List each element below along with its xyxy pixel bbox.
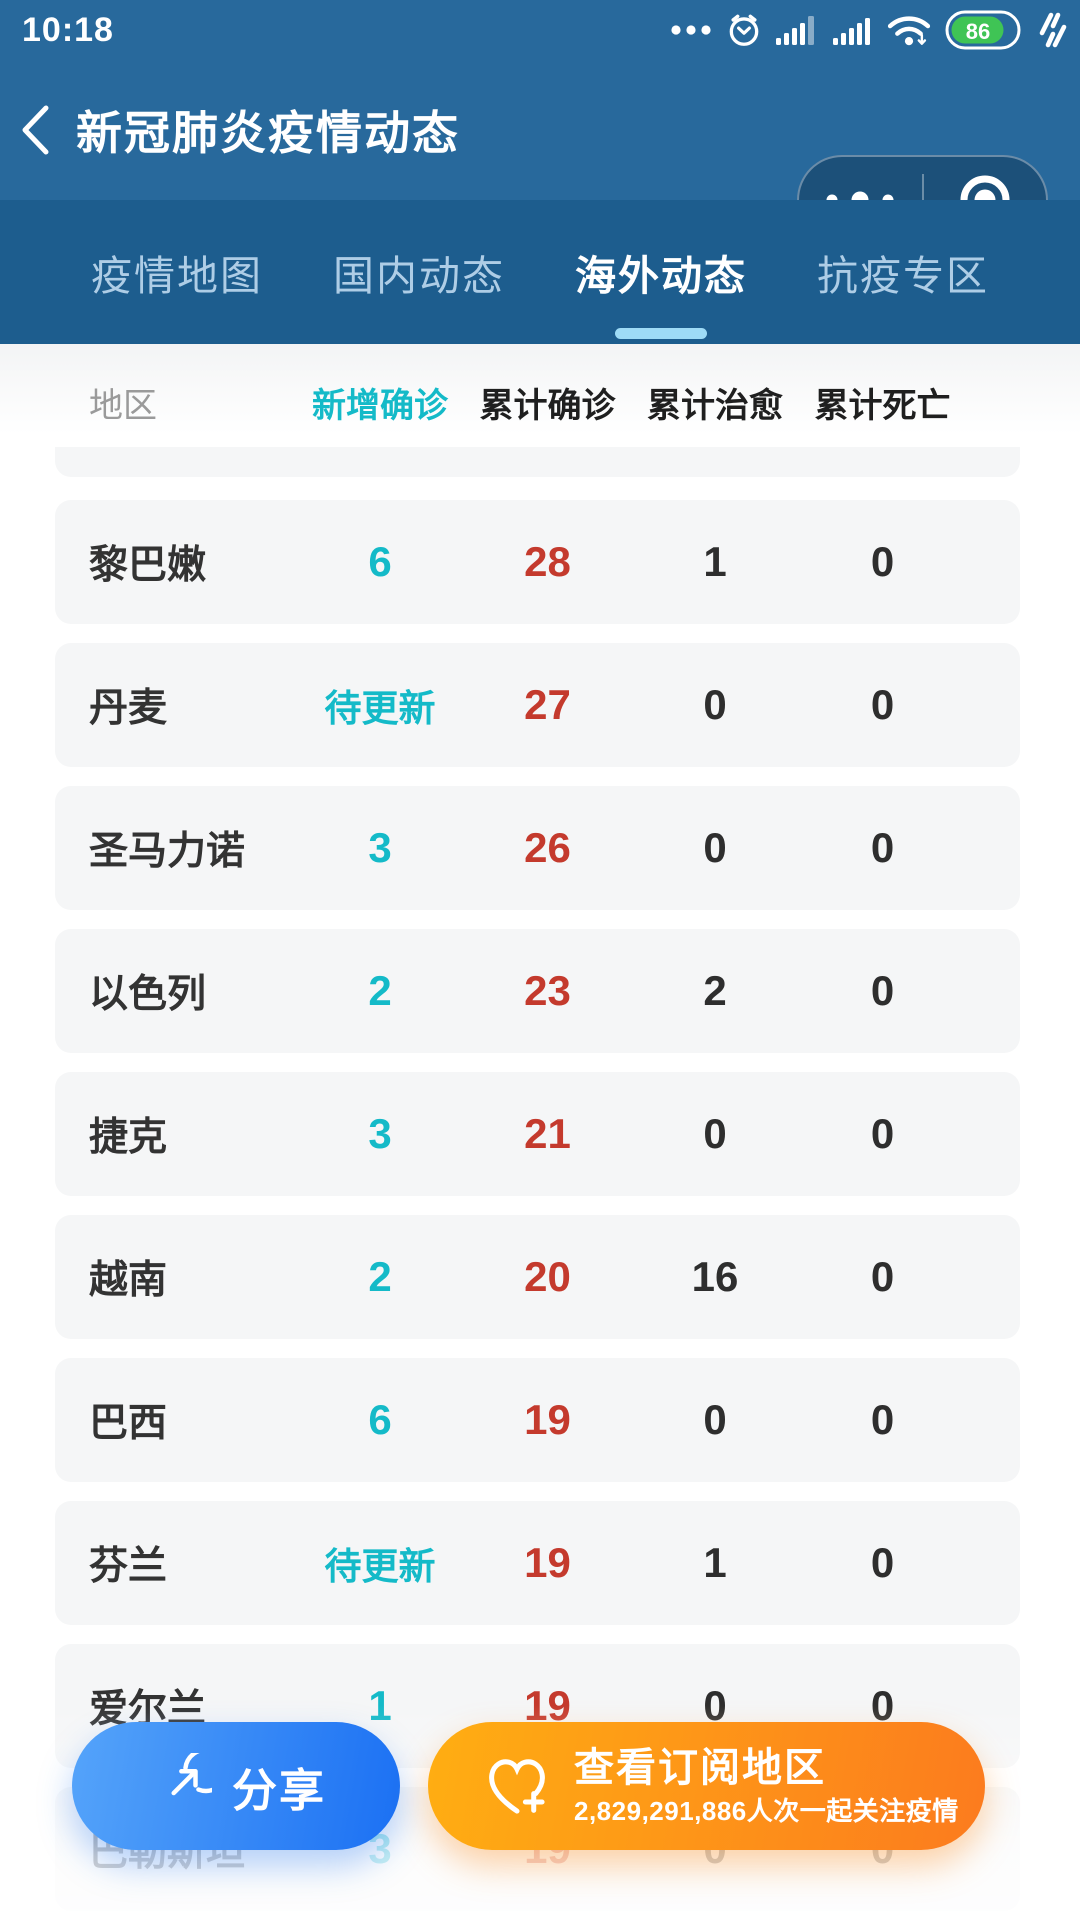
cell-total-deaths: 0 <box>870 1396 895 1443</box>
cell-total-cured: 1 <box>703 538 727 585</box>
nav-bar: 新冠肺炎疫情动态 <box>0 60 1080 245</box>
cell-total-cured: 0 <box>703 1110 727 1157</box>
table-row[interactable]: 越南 2 20 16 0 <box>55 1215 1020 1339</box>
status-icons: 86 <box>670 9 1068 51</box>
table-row[interactable]: 捷克 3 21 0 0 <box>55 1072 1020 1196</box>
table-row[interactable]: 以色列 2 23 2 0 <box>55 929 1020 1053</box>
cell-total-confirmed: 19 <box>524 1539 571 1586</box>
page-title: 新冠肺炎疫情动态 <box>76 107 460 159</box>
cell-total-deaths: 0 <box>870 1110 895 1157</box>
cell-region: 圣马力诺 <box>89 830 246 873</box>
cell-total-confirmed: 23 <box>524 967 571 1014</box>
tab-label: 疫情地图 <box>91 253 263 299</box>
cell-new-confirmed: 待更新 <box>324 688 436 729</box>
tab-label: 海外动态 <box>575 253 747 299</box>
cell-total-confirmed: 27 <box>524 681 571 728</box>
column-header-total-deaths[interactable]: 累计死亡 <box>814 387 951 425</box>
cell-total-cured: 1 <box>703 1539 727 1586</box>
cell-region: 以色列 <box>89 973 207 1016</box>
cell-total-confirmed: 28 <box>524 538 571 585</box>
cell-total-deaths: 0 <box>870 824 895 871</box>
cell-region: 越南 <box>89 1259 168 1302</box>
status-bar: 10:18 <box>0 0 1080 60</box>
tab-domestic-updates[interactable]: 国内动态 <box>298 200 540 344</box>
cell-total-deaths: 0 <box>870 538 895 585</box>
cell-new-confirmed: 6 <box>368 1396 392 1443</box>
subscribe-subtitle: 2,829,291,886人次一起关注疫情 <box>574 1796 959 1827</box>
top-blue-block: 10:18 <box>0 0 1080 245</box>
battery-icon: 86 <box>945 10 1021 50</box>
cell-new-confirmed: 3 <box>368 824 392 871</box>
table-header-row: 地区 新增确诊 累计确诊 累计治愈 累计死亡 <box>55 344 1020 447</box>
more-dots-icon <box>671 25 711 35</box>
cell-total-deaths: 0 <box>870 967 895 1014</box>
cell-total-cured: 0 <box>703 681 727 728</box>
cell-region: 芬兰 <box>89 1545 168 1588</box>
charging-bolt-icon <box>1039 12 1067 48</box>
battery-percent-text: 86 <box>966 19 990 44</box>
tab-bar: 疫情地图 国内动态 海外动态 抗疫专区 <box>0 200 1080 344</box>
cell-region: 黎巴嫩 <box>89 544 207 587</box>
cell-region: 巴西 <box>89 1402 168 1445</box>
cell-new-confirmed: 2 <box>368 1253 392 1300</box>
column-header-new-confirmed[interactable]: 新增确诊 <box>312 387 448 425</box>
column-header-total-confirmed[interactable]: 累计确诊 <box>479 387 616 425</box>
table-rows: 黎巴嫩 6 28 1 0 丹麦 待更新 27 0 0 圣马力诺 3 26 0 0… <box>0 500 1080 1911</box>
column-header-total-cured[interactable]: 累计治愈 <box>647 387 783 425</box>
cell-new-confirmed: 6 <box>368 538 392 585</box>
cell-total-deaths: 0 <box>870 681 895 728</box>
tab-overseas-updates[interactable]: 海外动态 <box>540 200 782 344</box>
cell-new-confirmed: 3 <box>368 1110 392 1157</box>
active-tab-underline <box>615 328 707 339</box>
alarm-icon <box>729 14 759 46</box>
cell-total-confirmed: 19 <box>524 1396 571 1443</box>
cell-new-confirmed: 待更新 <box>324 1546 436 1587</box>
cell-total-cured: 0 <box>703 1396 727 1443</box>
cell-total-deaths: 0 <box>870 1253 895 1300</box>
tab-anti-epidemic-zone[interactable]: 抗疫专区 <box>782 200 1024 344</box>
share-button[interactable]: 分享 <box>72 1722 400 1850</box>
cell-signal-icon <box>776 16 814 45</box>
cell-new-confirmed: 2 <box>368 967 392 1014</box>
heart-plus-icon <box>489 1759 545 1814</box>
cell-total-cured: 16 <box>691 1253 739 1300</box>
table-row[interactable]: 芬兰 待更新 19 1 0 <box>55 1501 1020 1625</box>
subscribe-button[interactable]: 查看订阅地区 2,829,291,886人次一起关注疫情 <box>428 1722 985 1850</box>
share-arrow-icon <box>171 1753 212 1796</box>
cell-region: 丹麦 <box>89 687 168 730</box>
share-button-label: 分享 <box>231 1764 326 1816</box>
cell-signal-icon <box>833 18 870 45</box>
table-row[interactable]: 圣马力诺 3 26 0 0 <box>55 786 1020 910</box>
cutoff-row-card <box>55 447 1020 477</box>
clock-time: 10:18 <box>22 10 114 49</box>
table-row[interactable]: 巴西 6 19 0 0 <box>55 1358 1020 1482</box>
subscribe-title: 查看订阅地区 <box>574 1746 826 1791</box>
wifi-icon <box>887 16 931 46</box>
cell-total-confirmed: 26 <box>524 824 571 871</box>
tab-label: 国内动态 <box>333 253 505 299</box>
cell-total-confirmed: 20 <box>524 1253 571 1300</box>
tab-label: 抗疫专区 <box>817 253 989 299</box>
cell-total-deaths: 0 <box>870 1539 895 1586</box>
back-button[interactable] <box>0 80 70 180</box>
overseas-table: 地区 新增确诊 累计确诊 累计治愈 累计死亡 黎巴嫩 6 28 1 0 丹麦 待… <box>0 344 1080 1920</box>
cell-total-confirmed: 21 <box>524 1110 571 1157</box>
tab-epidemic-map[interactable]: 疫情地图 <box>56 200 298 344</box>
cell-total-cured: 2 <box>703 967 727 1014</box>
cell-region: 捷克 <box>89 1116 168 1159</box>
back-chevron-icon <box>22 105 49 155</box>
table-row[interactable]: 丹麦 待更新 27 0 0 <box>55 643 1020 767</box>
subscribe-button-text: 查看订阅地区 2,829,291,886人次一起关注疫情 <box>574 1745 959 1827</box>
cell-total-cured: 0 <box>703 824 727 871</box>
table-row[interactable]: 黎巴嫩 6 28 1 0 <box>55 500 1020 624</box>
column-header-region: 地区 <box>89 387 157 425</box>
